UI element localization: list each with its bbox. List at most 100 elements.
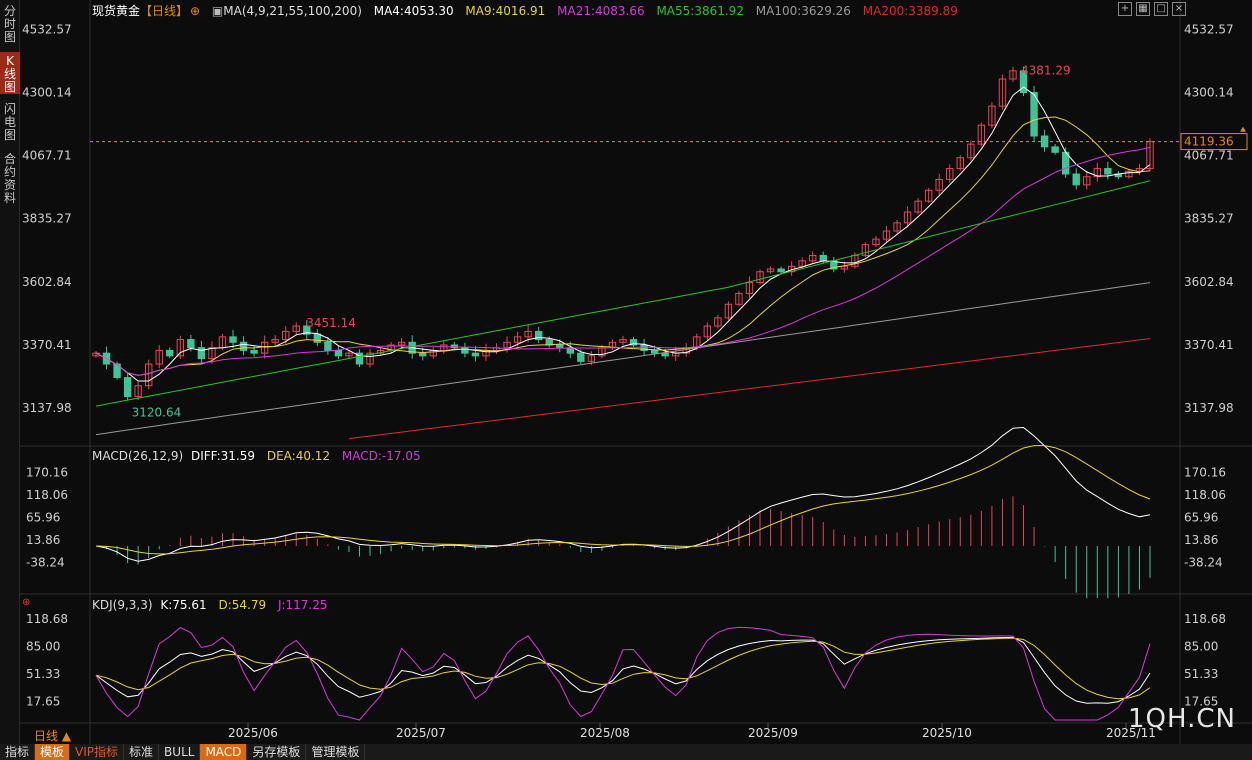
period-label[interactable]: 日线 ▲: [34, 729, 72, 743]
tab-manage-template[interactable]: 管理模板: [306, 744, 366, 760]
price-tick-left: 3370.41: [22, 338, 72, 352]
tab-indicators[interactable]: 指标: [0, 744, 36, 760]
sidebar-tab-3[interactable]: 合约资料: [3, 152, 16, 205]
close-icon[interactable]: ×: [1172, 2, 1186, 16]
price-tick-left: 3602.84: [22, 275, 72, 289]
candle-body: [967, 143, 975, 159]
candle-body: [282, 330, 290, 341]
price-tick-left: 3137.98: [22, 401, 72, 415]
macd-tick-left: 65.96: [26, 511, 60, 525]
candle-body: [956, 157, 964, 170]
candle-body: [123, 377, 132, 398]
tab-bull[interactable]: BULL: [159, 744, 201, 760]
x-axis-label: 2025/07: [396, 726, 446, 740]
kdj-tick-left: 118.68: [26, 612, 68, 626]
macd-tick-right: 13.86: [1184, 533, 1218, 547]
macd-tick-right: 118.06: [1184, 488, 1226, 502]
candle-body: [534, 330, 543, 341]
candle-body: [461, 347, 469, 354]
price-tick-left: 3835.27: [22, 212, 72, 226]
kdj-k-line: [95, 636, 1151, 704]
candle-body: [1009, 70, 1017, 80]
price-tick-right: 3602.84: [1184, 275, 1234, 289]
crosshair-icon[interactable]: +: [1118, 2, 1132, 16]
macd-diff: DIFF:31.59: [190, 449, 256, 463]
macd-tick-right: -38.24: [1184, 556, 1223, 570]
tab-macd[interactable]: MACD: [200, 744, 248, 760]
chart-area[interactable]: 4532.57 4532.57 4300.14 4300.14 4067.71 4067.…: [20, 0, 1252, 744]
bottom-toolbar: 指标 模板 VIP指标 标准 BULL MACD 另存模板 管理模板: [0, 744, 1252, 760]
grid-icon[interactable]: ▦: [1136, 2, 1150, 16]
candle-body: [292, 325, 300, 332]
candle-body: [756, 271, 764, 284]
x-axis-label: 2025/10: [922, 726, 972, 740]
candle-body: [303, 325, 311, 335]
tab-standard[interactable]: 标准: [124, 744, 160, 760]
candle-body: [503, 341, 511, 349]
candle-body: [197, 347, 206, 360]
kdj-tick-right: 51.33: [1184, 667, 1218, 681]
candle-body: [1072, 173, 1080, 186]
candle-body: [861, 244, 870, 256]
candle-body: [1051, 146, 1059, 153]
sidebar-tab-2[interactable]: 闪电图: [3, 102, 16, 142]
candle-body: [735, 292, 743, 305]
candle-body: [229, 336, 237, 343]
macd-legend: MACD(26,12,9) DIFF:31.59 DEA:40.12 MACD:…: [92, 449, 429, 463]
kdj-tick-right: 85.00: [1184, 640, 1218, 654]
annotation-high: 4381.29: [1021, 64, 1071, 78]
kdj-tick-right: 17.65: [1184, 695, 1218, 709]
candle-body: [145, 363, 153, 387]
candle-body: [166, 349, 174, 357]
kdj-tick-left: 51.33: [26, 667, 60, 681]
candle-body: [271, 339, 279, 343]
macd-dea-line: [95, 445, 1151, 555]
ma21-line: [95, 146, 1151, 376]
watermark-logo: 1QH.CN: [1128, 704, 1236, 734]
candle-body: [1104, 168, 1112, 175]
x-axis-label: 2025/09: [748, 726, 798, 740]
ma55-line: [95, 180, 1151, 407]
kdj-tick-left: 85.00: [26, 640, 60, 654]
candle-body: [1083, 176, 1091, 186]
candle-body: [440, 344, 448, 351]
kdj-tick-right: 118.68: [1184, 612, 1226, 626]
tab-templates[interactable]: 模板: [35, 744, 71, 760]
macd-tick-left: 13.86: [26, 533, 60, 547]
candle-body: [724, 303, 733, 319]
kdj-params: KDJ(9,3,3): [92, 598, 153, 612]
candle-body: [1030, 92, 1038, 137]
candle-body: [872, 238, 880, 246]
ma9-value: MA9:4016.91: [465, 4, 546, 18]
candle-body: [650, 349, 659, 354]
price-legend: 现货黄金【日线】 ⊕ ▣MA(4,9,21,55,100,200) MA4:405…: [92, 2, 966, 19]
settings-icon[interactable]: ⊕: [190, 4, 201, 18]
candle-body: [1093, 168, 1101, 178]
chart-canvas[interactable]: 4532.57 4532.57 4300.14 4300.14 4067.71 4067.…: [20, 0, 1252, 744]
candle-body: [208, 347, 216, 360]
sidebar-tab-0[interactable]: 分时图: [3, 4, 16, 44]
candle-body: [809, 254, 817, 262]
tab-vip-indicators[interactable]: VIP指标: [70, 744, 125, 760]
kdj-legend: KDJ(9,3,3) K:75.61 D:54.79 J:117.25: [92, 598, 336, 612]
candle-body: [155, 349, 163, 365]
tab-save-template[interactable]: 另存模板: [247, 744, 307, 760]
candle-body: [355, 352, 364, 365]
period-tag: 【日线】: [140, 4, 189, 18]
candle-body: [324, 341, 332, 351]
x-axis-label: 2025/11: [1106, 726, 1156, 740]
indicator-toggle-icon[interactable]: ⊛: [22, 597, 31, 608]
candle-body: [703, 325, 712, 338]
price-tick-right: 3137.98: [1184, 401, 1234, 415]
ma55-value: MA55:3861.92: [656, 4, 744, 18]
candle-body: [893, 222, 901, 232]
maximize-icon[interactable]: □: [1154, 2, 1168, 16]
kdj-j: J:117.25: [277, 598, 328, 612]
kdj-tick-left: 17.65: [26, 695, 60, 709]
ma-chart-icon: ▣: [211, 4, 224, 18]
current-price-box: [1180, 133, 1248, 151]
current-price-label: 4119.36: [1184, 135, 1234, 149]
candle-body: [250, 349, 258, 354]
